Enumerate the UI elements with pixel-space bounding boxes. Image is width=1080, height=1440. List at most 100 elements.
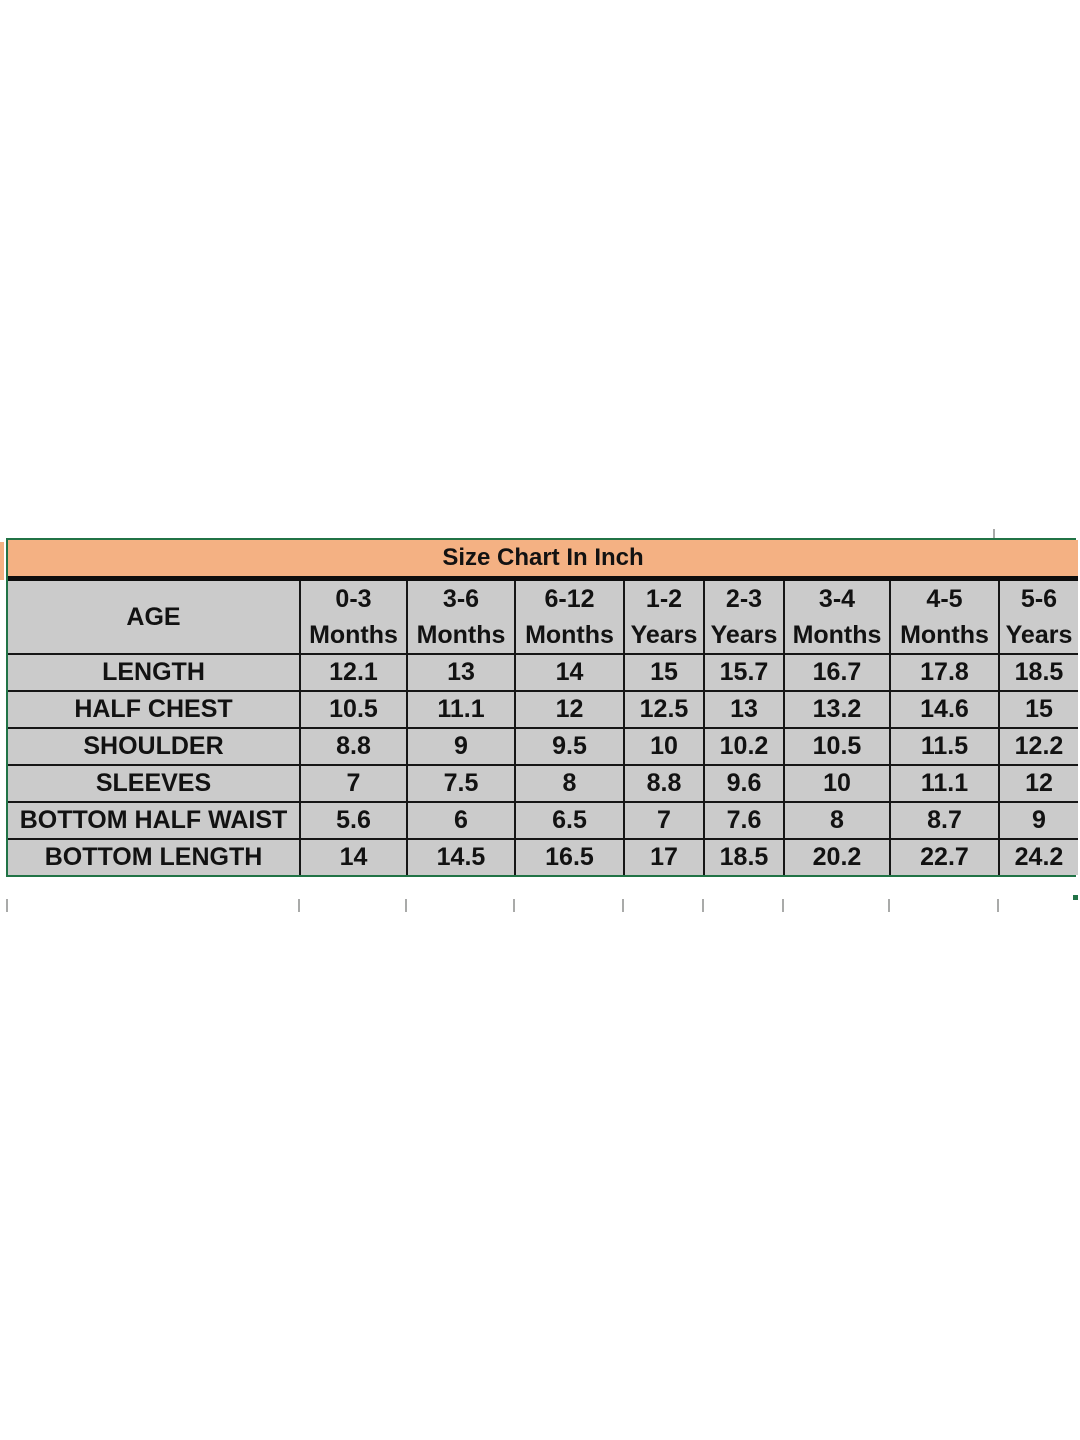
- cell-value: 8.8: [299, 727, 408, 766]
- header-row: AGE 0-3 Months 3-6 Months 6-12 Months 1-…: [8, 577, 1078, 655]
- cell-value: 8: [514, 764, 625, 803]
- cell-value: 16.5: [514, 838, 625, 875]
- cell-value: 7.6: [703, 801, 785, 840]
- cell-value: 17.8: [889, 653, 1000, 692]
- cell-value: 11.1: [406, 690, 516, 729]
- table-row-bottom-length: BOTTOM LENGTH 14 14.5 16.5 17 18.5 20.2 …: [8, 838, 1078, 875]
- column-header-1-2-years: 1-2 Years: [623, 577, 705, 655]
- column-header-range: 3-4: [818, 585, 856, 613]
- size-chart: Size Chart In Inch AGE 0-3 Months 3-6 Mo…: [8, 540, 1078, 875]
- cell-value: 10: [623, 727, 705, 766]
- column-header-4-5-months: 4-5 Months: [889, 577, 1000, 655]
- row-label: LENGTH: [8, 653, 301, 692]
- column-header-5-6-years: 5-6 Years: [998, 577, 1078, 655]
- cell-value: 14: [299, 838, 408, 875]
- column-header-range: 5-6: [1020, 585, 1058, 613]
- column-header-range: 1-2: [645, 585, 683, 613]
- cell-value: 12.2: [998, 727, 1078, 766]
- cell-value: 11.1: [889, 764, 1000, 803]
- cell-value: 9: [406, 727, 516, 766]
- cell-value: 15.7: [703, 653, 785, 692]
- gridline-stub-bottom: [702, 899, 704, 912]
- table-row-shoulder: SHOULDER 8.8 9 9.5 10 10.2 10.5 11.5 12.…: [8, 727, 1078, 766]
- cell-value: 8.8: [623, 764, 705, 803]
- cell-value: 18.5: [703, 838, 785, 875]
- column-header-2-3-years: 2-3 Years: [703, 577, 785, 655]
- column-header-0-3-months: 0-3 Months: [299, 577, 408, 655]
- column-header-range: 2-3: [725, 585, 763, 613]
- row-label: BOTTOM LENGTH: [8, 838, 301, 875]
- cell-value: 10.2: [703, 727, 785, 766]
- cell-value: 24.2: [998, 838, 1078, 875]
- cell-value: 9.6: [703, 764, 785, 803]
- cell-value: 14.6: [889, 690, 1000, 729]
- cell-value: 15: [998, 690, 1078, 729]
- gridline-stub-bottom: [782, 899, 784, 912]
- cell-value: 9.5: [514, 727, 625, 766]
- age-header: AGE: [8, 577, 301, 655]
- cell-value: 13: [406, 653, 516, 692]
- column-header-unit: Months: [900, 621, 989, 649]
- cell-value: 13: [703, 690, 785, 729]
- table-title: Size Chart In Inch: [8, 540, 1078, 581]
- row-label: BOTTOM HALF WAIST: [8, 801, 301, 840]
- gridline-stub-bottom: [298, 899, 300, 912]
- column-header-range: 6-12: [544, 585, 595, 613]
- cell-value: 12: [514, 690, 625, 729]
- gridline-stub-bottom: [622, 899, 624, 912]
- cell-value: 8.7: [889, 801, 1000, 840]
- orange-fill-sliver: [0, 542, 4, 580]
- cell-value: 6.5: [514, 801, 625, 840]
- column-header-unit: Years: [630, 621, 698, 649]
- gridline-stub-bottom: [997, 899, 999, 912]
- cell-value: 10: [783, 764, 891, 803]
- cell-value: 6: [406, 801, 516, 840]
- cell-value: 15: [623, 653, 705, 692]
- column-header-3-4-months: 3-4 Months: [783, 577, 891, 655]
- cell-value: 12.1: [299, 653, 408, 692]
- gridline-stub-top: [993, 529, 995, 538]
- column-header-unit: Months: [525, 621, 614, 649]
- title-row: Size Chart In Inch: [8, 540, 1078, 581]
- row-label: HALF CHEST: [8, 690, 301, 729]
- cell-value: 16.7: [783, 653, 891, 692]
- selection-fill-handle: [1072, 894, 1079, 901]
- cell-value: 8: [783, 801, 891, 840]
- gridline-stub-bottom: [6, 899, 8, 912]
- cell-value: 18.5: [998, 653, 1078, 692]
- cell-value: 7.5: [406, 764, 516, 803]
- table-row-length: LENGTH 12.1 13 14 15 15.7 16.7 17.8 18.5: [8, 653, 1078, 692]
- cell-value: 13.2: [783, 690, 891, 729]
- cell-value: 7: [299, 764, 408, 803]
- gridline-stub-bottom: [405, 899, 407, 912]
- column-header-range: 0-3: [335, 585, 372, 613]
- cell-value: 17: [623, 838, 705, 875]
- cell-value: 11.5: [889, 727, 1000, 766]
- cell-value: 12.5: [623, 690, 705, 729]
- cell-value: 14: [514, 653, 625, 692]
- cell-value: 7: [623, 801, 705, 840]
- cell-value: 9: [998, 801, 1078, 840]
- size-chart-table: Size Chart In Inch AGE 0-3 Months 3-6 Mo…: [6, 538, 1078, 877]
- column-header-3-6-months: 3-6 Months: [406, 577, 516, 655]
- cell-value: 10.5: [783, 727, 891, 766]
- table-row-sleeves: SLEEVES 7 7.5 8 8.8 9.6 10 11.1 12: [8, 764, 1078, 803]
- column-header-6-12-months: 6-12 Months: [514, 577, 625, 655]
- cell-value: 20.2: [783, 838, 891, 875]
- table-row-half-chest: HALF CHEST 10.5 11.1 12 12.5 13 13.2 14.…: [8, 690, 1078, 729]
- table-row-bottom-half-waist: BOTTOM HALF WAIST 5.6 6 6.5 7 7.6 8 8.7 …: [8, 801, 1078, 840]
- gridline-stub-bottom: [888, 899, 890, 912]
- row-label: SLEEVES: [8, 764, 301, 803]
- cell-value: 10.5: [299, 690, 408, 729]
- column-header-range: 3-6: [442, 585, 480, 613]
- cell-value: 5.6: [299, 801, 408, 840]
- column-header-unit: Years: [710, 621, 778, 649]
- column-header-unit: Months: [416, 621, 506, 649]
- cell-value: 12: [998, 764, 1078, 803]
- cell-value: 22.7: [889, 838, 1000, 875]
- column-header-range: 4-5: [926, 585, 963, 613]
- column-header-unit: Months: [792, 621, 882, 649]
- gridline-stub-bottom: [513, 899, 515, 912]
- column-header-unit: Years: [1005, 621, 1073, 649]
